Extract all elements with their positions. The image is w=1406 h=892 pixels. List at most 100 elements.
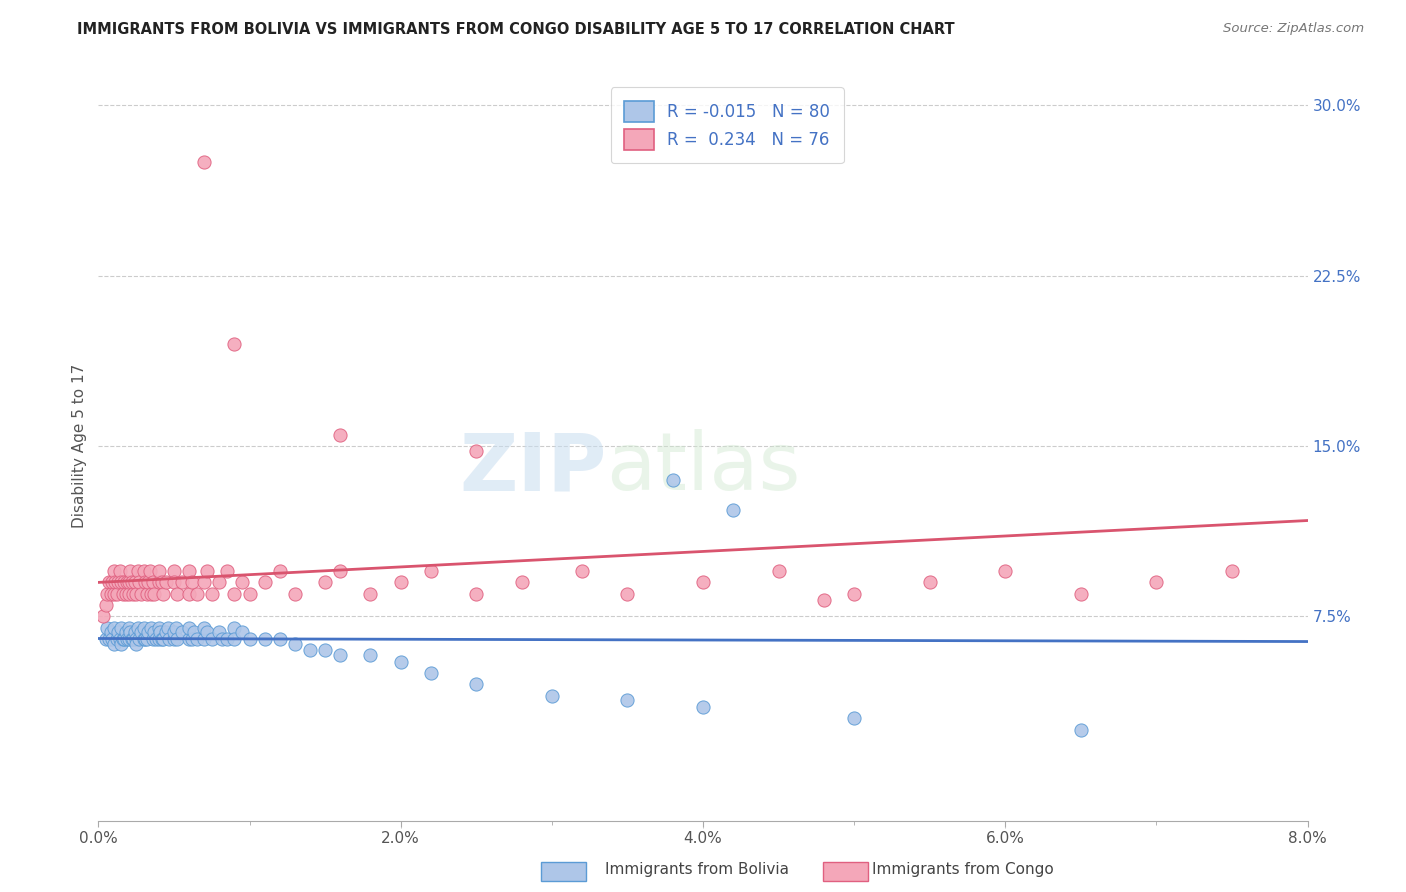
Point (148, 575, 170, 590)
Point (115, 632, 138, 646)
Point (100, 586, 122, 600)
Point (813, 593, 835, 607)
Point (141, 586, 163, 600)
Point (132, 621, 155, 635)
Point (465, 586, 488, 600)
Point (124, 625, 146, 640)
Point (183, 625, 205, 640)
Point (844, 711, 866, 725)
Point (159, 632, 181, 646)
Point (201, 632, 224, 646)
Point (135, 586, 157, 600)
Point (723, 502, 745, 516)
Point (101, 575, 124, 590)
Point (150, 632, 173, 646)
Point (118, 621, 141, 635)
Point (186, 586, 208, 600)
Point (110, 636, 132, 650)
Point (128, 632, 150, 646)
Point (193, 155, 215, 169)
Point (103, 564, 125, 578)
Point (224, 632, 246, 646)
Point (127, 621, 149, 635)
Point (142, 632, 165, 646)
Point (118, 575, 141, 590)
Point (152, 632, 174, 646)
Point (284, 586, 307, 600)
Point (1220, 564, 1243, 578)
Text: Source: ZipAtlas.com: Source: ZipAtlas.com (1223, 22, 1364, 36)
Point (118, 632, 141, 646)
Point (208, 625, 231, 640)
Point (135, 632, 157, 646)
Point (134, 575, 156, 590)
Point (193, 575, 215, 590)
Point (329, 427, 352, 442)
Point (111, 632, 134, 646)
Point (465, 677, 488, 691)
Point (121, 632, 143, 646)
Point (571, 564, 593, 578)
Point (139, 564, 162, 578)
Point (253, 632, 276, 646)
Point (768, 564, 790, 578)
Point (193, 632, 215, 646)
Point (329, 648, 352, 662)
Point (100, 625, 122, 640)
Point (108, 564, 131, 578)
Point (215, 632, 238, 646)
Point (105, 632, 128, 646)
Point (143, 586, 166, 600)
Text: Immigrants from Bolivia: Immigrants from Bolivia (605, 863, 789, 877)
Point (616, 586, 638, 600)
Point (125, 586, 148, 600)
Point (239, 586, 262, 600)
Point (181, 632, 204, 646)
Point (136, 625, 159, 640)
Point (134, 632, 156, 646)
Point (124, 575, 146, 590)
Point (111, 586, 134, 600)
Point (112, 632, 135, 646)
Point (115, 575, 138, 590)
Point (103, 586, 125, 600)
Point (155, 625, 177, 640)
Point (420, 564, 443, 578)
Point (540, 689, 562, 703)
Point (155, 575, 177, 590)
Point (98, 632, 121, 646)
Point (103, 636, 125, 650)
Point (224, 336, 246, 351)
Point (96, 586, 118, 600)
Point (918, 575, 941, 590)
Point (179, 564, 201, 578)
Point (314, 575, 336, 590)
Point (107, 575, 129, 590)
Point (195, 625, 218, 640)
Point (128, 575, 150, 590)
Point (284, 636, 307, 650)
Point (166, 632, 188, 646)
Point (120, 625, 142, 640)
Point (148, 564, 170, 578)
Point (142, 575, 165, 590)
Point (127, 564, 149, 578)
Point (1146, 575, 1168, 590)
Point (692, 700, 714, 714)
Point (114, 586, 136, 600)
Y-axis label: Disability Age 5 to 17: Disability Age 5 to 17 (72, 364, 87, 528)
Point (112, 575, 135, 590)
Point (179, 632, 201, 646)
Text: ZIP: ZIP (458, 429, 606, 508)
Point (201, 586, 224, 600)
Point (129, 625, 152, 640)
Point (166, 586, 188, 600)
Point (170, 625, 193, 640)
Point (179, 621, 201, 635)
Point (107, 625, 129, 640)
Text: IMMIGRANTS FROM BOLIVIA VS IMMIGRANTS FROM CONGO DISABILITY AGE 5 TO 17 CORRELAT: IMMIGRANTS FROM BOLIVIA VS IMMIGRANTS FR… (77, 22, 955, 37)
Point (1070, 586, 1092, 600)
Point (101, 632, 124, 646)
Point (114, 625, 136, 640)
Point (314, 643, 336, 657)
